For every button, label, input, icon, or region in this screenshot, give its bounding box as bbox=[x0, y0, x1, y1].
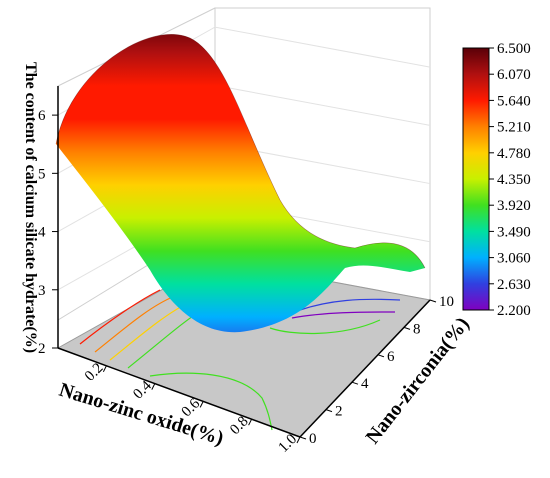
z-axis-label: The content of calcium silicate hydrate(… bbox=[22, 62, 39, 353]
colorbar: 6.500 6.070 5.640 5.210 4.780 4.350 3.920 3.490… bbox=[462, 41, 531, 319]
contour-line bbox=[291, 311, 396, 319]
x-tick bbox=[296, 436, 301, 444]
x-axis-line bbox=[57, 347, 301, 438]
colorbar-label: 4.780 bbox=[497, 146, 531, 162]
x-tick bbox=[102, 365, 107, 373]
x-tick bbox=[199, 401, 204, 408]
y-tick-label: 2 bbox=[335, 404, 343, 420]
colorbar-label: 3.060 bbox=[497, 251, 531, 267]
y-tick bbox=[377, 354, 385, 358]
y-tick bbox=[325, 409, 333, 413]
colorbar-label: 3.490 bbox=[497, 224, 531, 240]
contour-line bbox=[269, 319, 381, 335]
colorbar-label: 3.920 bbox=[497, 198, 531, 214]
colorbar-label: 5.210 bbox=[497, 120, 531, 136]
colorbar-label: 4.350 bbox=[497, 172, 531, 188]
colorbar-label: 6.500 bbox=[497, 41, 531, 57]
y-tick-label: 4 bbox=[361, 376, 369, 392]
y-tick-label: 6 bbox=[387, 349, 395, 365]
surface-edge bbox=[55, 34, 426, 269]
z-tick-label: 3 bbox=[38, 283, 46, 299]
contour-line bbox=[79, 289, 161, 345]
contour-line bbox=[94, 295, 176, 353]
y-tick-label: 10 bbox=[439, 294, 454, 310]
y-tick-label: 8 bbox=[413, 321, 421, 337]
x-tick bbox=[248, 418, 253, 426]
colorbar-gradient bbox=[462, 47, 490, 311]
y-tick bbox=[429, 299, 437, 303]
colorbar-label: 2.630 bbox=[497, 277, 531, 293]
z-tick-label: 6 bbox=[38, 108, 46, 124]
colorbar-label: 6.070 bbox=[497, 67, 531, 83]
y-tick bbox=[299, 436, 307, 440]
x-tick bbox=[151, 383, 156, 390]
y-axis-line bbox=[299, 299, 431, 438]
y-tick-label: 0 bbox=[309, 431, 317, 447]
colorbar-label: 2.200 bbox=[497, 303, 531, 319]
colorbar-label: 5.640 bbox=[497, 93, 531, 109]
contour-line bbox=[299, 298, 401, 311]
z-tick-label: 5 bbox=[38, 166, 46, 182]
z-tick-label: 4 bbox=[38, 225, 46, 241]
z-tick-label: 2 bbox=[38, 341, 46, 357]
colorbar-labels: 6.500 6.070 5.640 5.210 4.780 4.350 3.920 3.490… bbox=[489, 41, 531, 319]
axes bbox=[57, 86, 431, 438]
y-tick bbox=[351, 381, 359, 385]
y-tick bbox=[403, 326, 411, 330]
contour-line bbox=[149, 372, 273, 431]
